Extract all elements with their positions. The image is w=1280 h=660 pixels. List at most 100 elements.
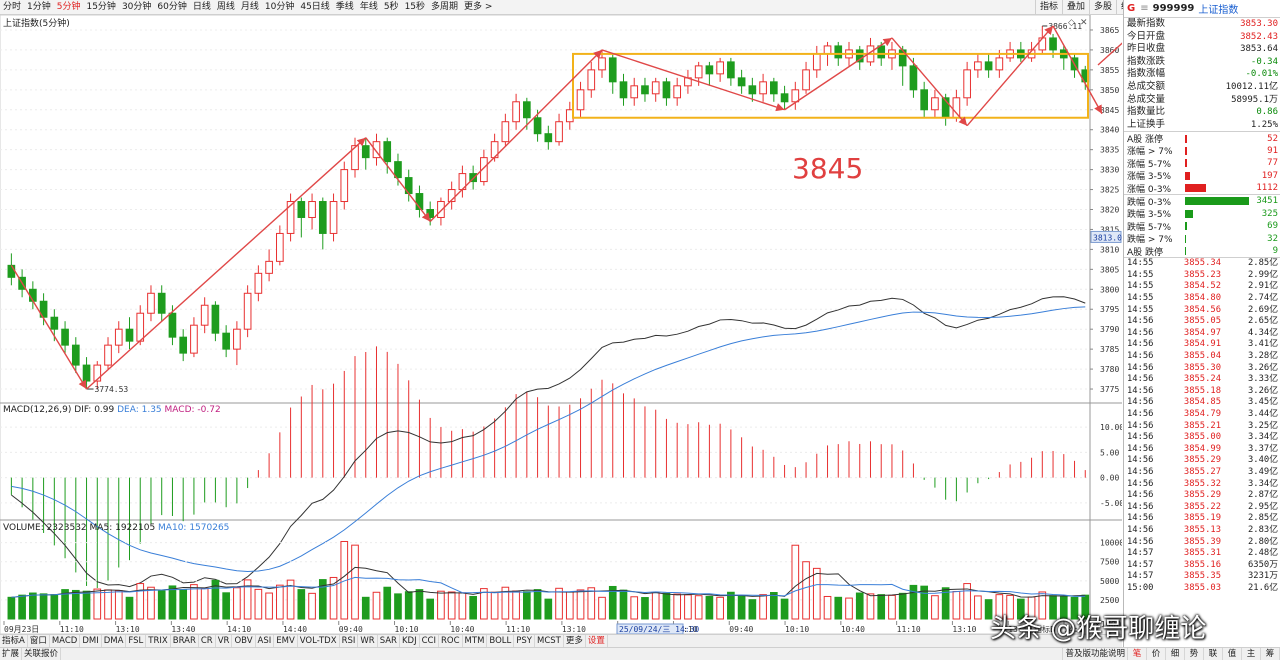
tick-price: 3855.35	[1183, 571, 1221, 582]
period-0[interactable]: 分时	[3, 1, 22, 12]
chart-area[interactable]: 3865 3860 3855 3850 3845 3840 3835 3830 3825 3820…	[0, 15, 1122, 647]
period-14[interactable]: 15秒	[404, 1, 426, 12]
candle-body	[716, 61, 724, 75]
volume-bar	[383, 586, 392, 620]
status-button-0[interactable]: 笔	[1128, 648, 1147, 660]
volume-bar	[684, 594, 692, 620]
breadth-value: 1112	[1256, 183, 1278, 194]
period-12[interactable]: 年线	[359, 1, 378, 12]
indicator-tab-18[interactable]: CCI	[420, 635, 439, 647]
stat-row: 指数量比 0.86	[1124, 106, 1280, 119]
indicator-tab-19[interactable]: ROC	[439, 635, 463, 647]
status-button-1[interactable]: 价	[1147, 648, 1166, 660]
candle-body	[619, 81, 628, 99]
candle-body	[340, 169, 349, 203]
index-name[interactable]: 上证指数	[1198, 5, 1239, 16]
ext-tab-0[interactable]: 扩展	[0, 648, 23, 660]
indicator-tab-22[interactable]: PSY	[514, 635, 535, 647]
indicator-tab-25[interactable]: 设置	[586, 635, 608, 647]
tick-price: 3855.04	[1183, 351, 1221, 361]
status-button-3[interactable]: 势	[1185, 648, 1204, 660]
candle-body	[437, 201, 445, 218]
indicator-tab-10[interactable]: OBV	[232, 635, 256, 647]
tick-row: 14:56 3855.22 2.95亿	[1124, 502, 1280, 514]
indicator-tab-6[interactable]: TRIX	[146, 635, 171, 647]
period-8[interactable]: 月线	[240, 1, 259, 12]
indicator-tab-1[interactable]: 窗口	[28, 635, 50, 647]
tick-row: 14:56 3855.32 3.34亿	[1124, 479, 1280, 491]
price-tick-label: 3800	[1100, 285, 1119, 294]
period-16[interactable]: 更多 >	[464, 1, 493, 12]
tick-time: 14:57	[1127, 571, 1154, 582]
volume-bar	[308, 592, 316, 620]
tick-row: 14:56 3855.39 2.80亿	[1124, 537, 1280, 549]
period-11[interactable]: 季线	[335, 1, 354, 12]
candle-body	[276, 232, 284, 262]
volume-bar	[587, 587, 596, 620]
trend-arrow	[891, 37, 968, 127]
volume-bar	[909, 584, 918, 620]
period-7[interactable]: 周线	[216, 1, 235, 12]
status-button-6[interactable]: 主	[1242, 648, 1261, 660]
indicator-tab-7[interactable]: BRAR	[171, 635, 199, 647]
volume-bar	[372, 591, 381, 620]
period-9[interactable]: 10分钟	[264, 1, 295, 12]
volume-bar	[576, 589, 585, 620]
toolbar-button-0[interactable]: 指标	[1035, 0, 1062, 15]
indicator-tab-23[interactable]: MCST	[535, 635, 564, 647]
indicator-tab-9[interactable]: VR	[216, 635, 233, 647]
indicator-tab-8[interactable]: CR	[199, 635, 216, 647]
candle-body	[780, 93, 789, 103]
ext-tab-1[interactable]: 关联报价	[22, 648, 62, 660]
feature-link[interactable]: 普及版功能说明	[1062, 648, 1128, 660]
indicator-tab-20[interactable]: MTM	[463, 635, 488, 647]
indicator-tab-24[interactable]: 更多	[564, 635, 586, 647]
breadth-label: 跌幅 5-7%	[1127, 222, 1172, 233]
indicator-tab-14[interactable]: RSI	[340, 635, 359, 647]
volume-ma10: MA10: 1570265	[158, 523, 230, 533]
indicator-tab-2[interactable]: MACD	[50, 635, 81, 647]
tick-amount: 21.6亿	[1248, 582, 1278, 593]
breadth-row: 跌幅 > 7% 32	[1124, 232, 1280, 246]
period-5[interactable]: 60分钟	[157, 1, 187, 12]
period-2[interactable]: 5分钟	[56, 1, 81, 12]
tick-list[interactable]: 14:55 3855.34 2.85亿 14:55 3855.23 2.99亿 14:55 3…	[1124, 258, 1280, 594]
breadth-row: A股 跌停 9	[1124, 245, 1280, 258]
volume-bar	[770, 592, 778, 620]
indicator-tab-21[interactable]: BOLL	[487, 635, 515, 647]
indicator-tab-12[interactable]: EMV	[274, 635, 298, 647]
period-15[interactable]: 多周期	[431, 1, 459, 12]
indicator-tab-11[interactable]: ASI	[256, 635, 275, 647]
indicator-tab-4[interactable]: DMA	[102, 635, 127, 647]
period-4[interactable]: 30分钟	[121, 1, 152, 12]
toolbar-button-1[interactable]: 叠加	[1062, 0, 1089, 15]
tick-amount: 3.33亿	[1248, 374, 1278, 385]
indicator-tab-0[interactable]: 指标A	[0, 635, 28, 647]
indicator-tab-17[interactable]: KDJ	[400, 635, 420, 647]
volume-bar	[920, 585, 929, 620]
kline-chart[interactable]: 3865 3860 3855 3850 3845 3840 3835 3830 3825 3820…	[0, 15, 1122, 634]
indicator-tab-5[interactable]: FSL	[126, 635, 147, 647]
indicator-tab-13[interactable]: VOL-TDX	[298, 635, 340, 647]
indicator-tab-15[interactable]: WR	[358, 635, 378, 647]
period-6[interactable]: 日线	[192, 1, 211, 12]
indicator-tab-3[interactable]: DMI	[80, 635, 102, 647]
tick-price: 3855.16	[1183, 559, 1221, 570]
tick-price: 3855.24	[1183, 374, 1221, 385]
status-button-5[interactable]: 值	[1223, 648, 1242, 660]
status-button-4[interactable]: 联	[1204, 648, 1223, 660]
trend-arrow	[784, 37, 893, 111]
period-3[interactable]: 15分钟	[86, 1, 116, 12]
toolbar-button-2[interactable]: 多股	[1089, 0, 1116, 15]
period-1[interactable]: 1分钟	[27, 1, 51, 12]
breadth-bar-track	[1185, 171, 1244, 180]
volume-bar	[50, 594, 59, 620]
menu-icon[interactable]: ≡	[1140, 3, 1149, 14]
stat-row: 指数涨幅 -0.01%	[1124, 68, 1280, 81]
volume-bar	[630, 596, 639, 620]
period-10[interactable]: 45日线	[300, 1, 330, 12]
status-button-2[interactable]: 细	[1166, 648, 1185, 660]
period-13[interactable]: 5秒	[383, 1, 399, 12]
indicator-tab-16[interactable]: SAR	[378, 635, 400, 647]
status-button-7[interactable]: 筹	[1261, 648, 1280, 660]
